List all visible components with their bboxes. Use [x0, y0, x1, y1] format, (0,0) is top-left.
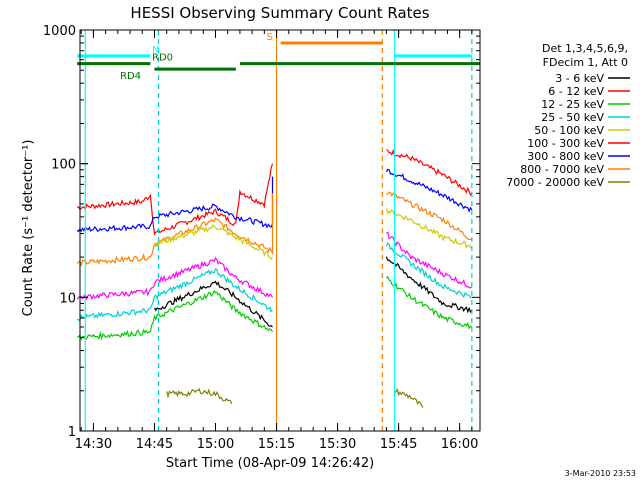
legend-label: 7000 - 20000 keV: [506, 176, 604, 189]
legend-label: 3 - 6 keV: [555, 72, 604, 85]
x-tick-label: 16:00: [441, 437, 478, 452]
series-line-6-0: [153, 280, 273, 328]
plot-frame: [79, 29, 481, 432]
legend-label: 50 - 100 keV: [534, 124, 604, 137]
series-line-2-1: [386, 191, 473, 241]
x-tick-label: 15:15: [258, 437, 295, 452]
series-line-7-0: [77, 289, 274, 341]
legend-header: FDecim 1, Att 0: [543, 56, 628, 69]
series-line-4-0: [76, 256, 274, 301]
legend-label: 6 - 12 keV: [548, 85, 604, 98]
series-line-5-0: [76, 268, 273, 321]
series-line-6-1: [385, 256, 473, 314]
y-axis-label: Count Rate (s⁻¹ detector⁻¹): [21, 140, 36, 317]
series-line-5-1: [385, 242, 473, 299]
legend: Det 1,3,4,5,6,9,FDecim 1, Att 0 3 - 6 keV…: [506, 42, 630, 189]
flag-label-n: N: [152, 45, 159, 56]
flag-label-s: S: [267, 32, 273, 43]
x-axis-label: Start Time (08-Apr-09 14:26:42): [166, 456, 374, 471]
footer-date: 3-Mar-2010 23:53: [565, 469, 636, 478]
series-line-8-1: [394, 388, 424, 408]
x-tick-label: 14:30: [75, 437, 112, 452]
series-line-4-1: [386, 231, 473, 289]
x-tick-label: 15:00: [197, 437, 234, 452]
legend-label: 12 - 25 keV: [541, 98, 604, 111]
series-line-0-0: [76, 163, 274, 236]
series-line-1-1: [385, 168, 473, 213]
legend-label: 300 - 800 keV: [527, 150, 604, 163]
x-tick-label: 15:30: [319, 437, 356, 452]
series-line-8-0: [166, 387, 233, 404]
flag-label-rd4: RD4: [120, 71, 141, 82]
series-line-7-1: [386, 275, 473, 330]
series-line-0-1: [386, 148, 473, 197]
flag-label-rd0: RD0: [152, 53, 173, 64]
x-tick-label: 15:45: [380, 437, 417, 452]
legend-label: 25 - 50 keV: [541, 111, 604, 124]
series-line-3-0: [153, 224, 273, 260]
axes-group: 1 10 100 1000 14:30 14:45 15:00 15:15 15:30 15:45…: [43, 24, 481, 452]
y-tick-label: 100: [51, 158, 76, 173]
series-group: [76, 30, 473, 431]
legend-label: 800 - 7000 keV: [520, 163, 604, 176]
x-tick-label: 14:45: [136, 437, 173, 452]
legend-label: 100 - 300 keV: [527, 137, 604, 150]
chart-title: HESSI Observing Summary Count Rates: [130, 4, 429, 22]
y-tick-label: 10: [59, 291, 76, 306]
series-line-2-0: [76, 193, 274, 268]
series-line-3-1: [385, 208, 473, 249]
legend-header: Det 1,3,4,5,6,9,: [542, 42, 628, 55]
y-tick-label: 1000: [43, 24, 76, 39]
series-line-1-0: [76, 176, 274, 233]
y-tick-label: 1: [68, 425, 76, 440]
